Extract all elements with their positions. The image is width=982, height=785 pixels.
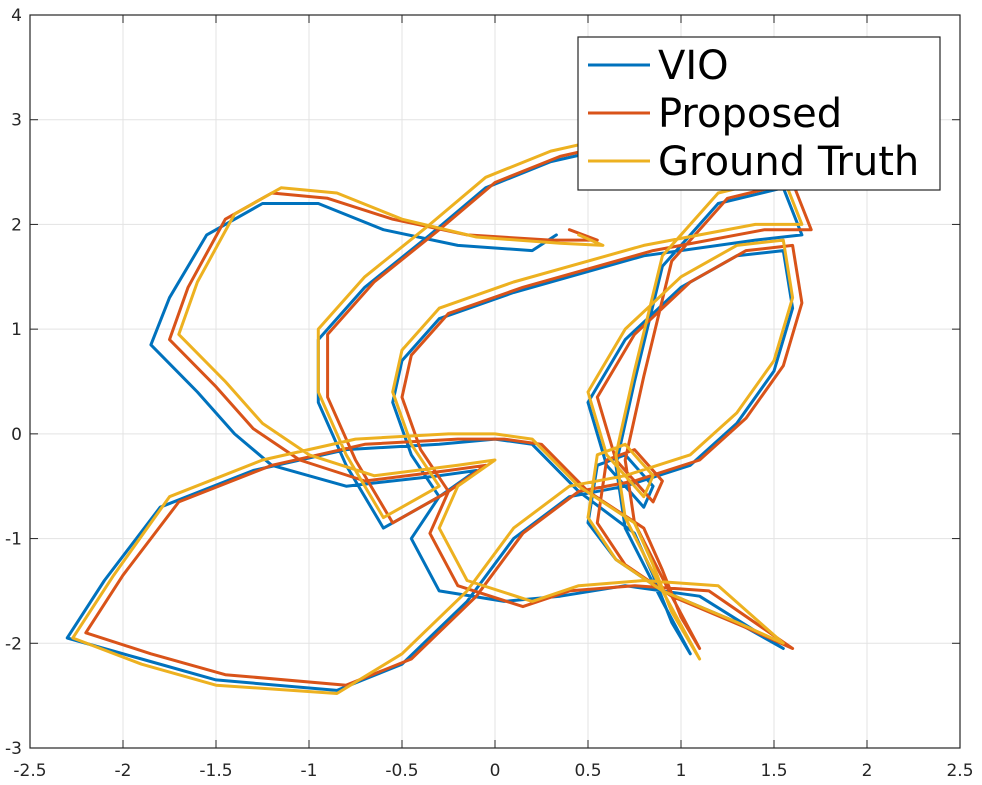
x-tick-label: 2.5 [946,761,973,781]
x-tick-label: -0.5 [385,761,418,781]
x-tick-label: 1 [676,761,687,781]
x-tick-label: 2 [862,761,873,781]
x-tick-label: 0 [490,761,501,781]
series-line-1 [84,144,813,687]
legend-label-0: VIO [658,43,729,89]
x-tick-label: -2.5 [13,761,46,781]
y-tick-label: -2 [5,634,22,654]
axis-ticks: -2.5 -2 -1.5 -1 -0.5 0 0.5 1 1.5 2 2.5 -3 -2 -1 0 1 2 3 4 [5,6,973,781]
series-line-2 [71,139,804,695]
x-tick-label: -1.5 [199,761,232,781]
y-tick-label: 0 [11,425,22,445]
legend-label-1: Proposed [658,91,842,137]
legend-label-2: Ground Truth [658,139,919,185]
x-tick-label: 1.5 [760,761,787,781]
x-tick-label: -2 [115,761,132,781]
y-tick-label: 4 [11,6,22,26]
y-tick-label: 3 [11,111,22,131]
y-tick-label: 2 [11,215,22,235]
y-tick-label: 1 [11,320,22,340]
series-lines [65,139,813,695]
y-tick-label: -3 [5,739,22,759]
y-tick-label: -1 [5,530,22,550]
x-tick-label: 0.5 [574,761,601,781]
x-tick-label: -1 [301,761,318,781]
